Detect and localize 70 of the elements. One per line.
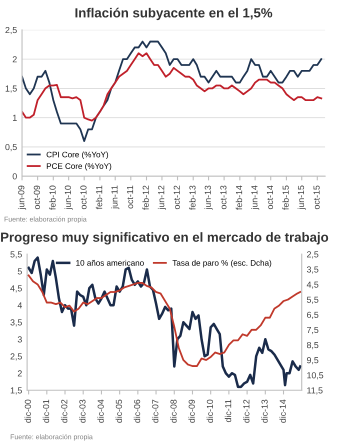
x-tick-label: oct-09: [34, 186, 40, 210]
legend-label: Tasa de paro % (esc. Dcha): [172, 260, 272, 268]
y2-tick-label: 4,5: [306, 282, 318, 289]
chart-title: Progreso muy significativo en el mercado de trabajo: [1, 232, 328, 245]
x-tick-label: jun-11: [111, 186, 120, 210]
x-tick-label: oct-14: [266, 185, 274, 210]
x-tick-label: dic-06: [134, 400, 140, 423]
x-tick-label: oct-11: [127, 186, 134, 208]
y2-tick-label: 6,5: [307, 312, 318, 319]
legend-label: PCE Core (%YoY): [46, 163, 112, 171]
x-tick-label: dic-12: [243, 400, 250, 423]
x-tick-label: feb-11: [96, 186, 102, 210]
line-series: [27, 256, 302, 388]
x-tick-label: jun-10: [64, 186, 73, 210]
x-tick-label: feb-13: [189, 186, 196, 210]
x-tick-label: jun-15: [298, 186, 306, 210]
x-tick-label: dic-09: [188, 400, 195, 423]
x-tick-label: oct-13: [220, 186, 226, 210]
x-tick-label: dic-13: [261, 400, 268, 423]
x-tick-label: dic-11: [224, 400, 232, 422]
legend-label: CPI Core (%YoY): [46, 151, 108, 159]
x-tick-label: jun-13: [204, 186, 213, 210]
x-tick-label: oct-10: [80, 186, 87, 210]
x-tick-label: oct-12: [174, 186, 180, 210]
line-series: [22, 40, 322, 142]
y2-tick-label: 3,5: [306, 266, 318, 274]
line-series: [22, 52, 322, 122]
y-tick-label: 3,5: [10, 319, 22, 327]
y-tick-label: 2: [18, 370, 22, 376]
x-tick-label: dic-02: [60, 400, 68, 423]
x-tick-label: jun-09: [18, 186, 26, 210]
y-tick-label: 1,5: [6, 86, 17, 93]
x-tick-label: feb-14: [236, 185, 242, 210]
x-tick-label: dic-01: [42, 400, 50, 423]
y-tick-label: 2: [12, 56, 17, 62]
x-tick-label: jun-14: [251, 185, 260, 210]
y-tick-label: 2,5: [10, 353, 22, 361]
x-tick-label: jun-12: [158, 186, 166, 210]
y-tick-label: 5,5: [10, 251, 22, 259]
y-tick-label: 0: [12, 173, 17, 180]
x-tick-label: dic-05: [116, 400, 122, 423]
x-tick-label: dic-04: [97, 400, 104, 423]
x-tick-label: dic-03: [79, 400, 86, 423]
y2-tick-label: 5,5: [306, 296, 318, 304]
y-tick-label: 1: [12, 114, 17, 121]
x-tick-label: feb-10: [49, 186, 56, 210]
y2-tick-label: 8,5: [306, 342, 318, 350]
x-tick-label: dic-10: [206, 400, 214, 423]
y2-tick-label: 11,5: [307, 387, 323, 395]
y-tick-label: 4: [18, 302, 22, 308]
y-tick-label: 5: [18, 268, 22, 274]
chart-title: Inflación subyacente en el 1,5%: [75, 8, 272, 20]
y-tick-label: 0,5: [5, 144, 17, 152]
x-tick-label: feb-15: [282, 186, 289, 210]
x-tick-label: dic-14: [279, 400, 286, 423]
y-tick-label: 1,5: [10, 387, 22, 395]
y-tick-label: 4,5: [10, 285, 22, 293]
line-series: [28, 274, 302, 367]
y2-tick-label: 9,5: [306, 357, 318, 364]
legend-label: 10 años americano: [76, 260, 144, 266]
x-tick-label: dic-08: [170, 400, 177, 423]
x-tick-label: dic-07: [152, 400, 158, 423]
y-tick-label: 3: [18, 336, 22, 342]
x-tick-label: oct-15: [314, 186, 320, 210]
y2-tick-label: 2,5: [307, 251, 318, 259]
y-tick-label: 2,5: [5, 26, 17, 34]
y2-tick-label: 7,5: [307, 326, 318, 334]
x-tick-label: feb-12: [142, 186, 149, 210]
y2-tick-label: 10,5: [307, 372, 324, 380]
x-tick-label: dic-00: [24, 400, 31, 423]
